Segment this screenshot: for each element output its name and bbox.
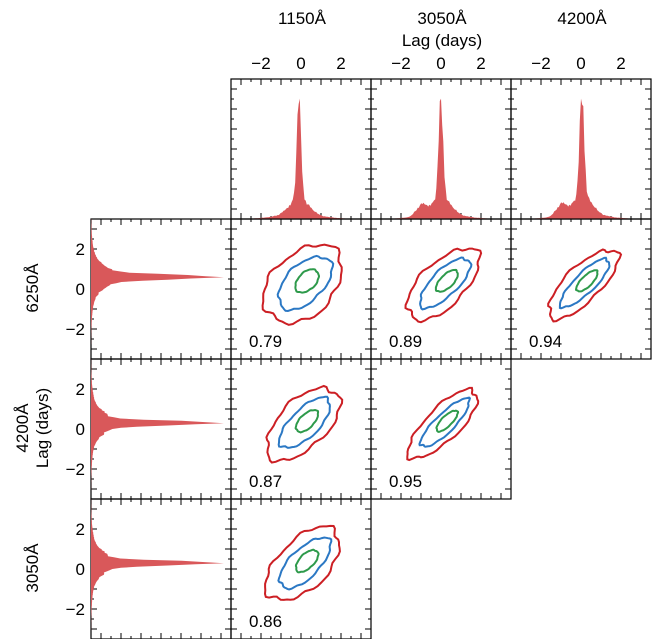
correlation-label: 0.87 xyxy=(249,472,282,491)
contour-outer xyxy=(263,524,341,601)
y-tick-label: 0 xyxy=(76,560,85,579)
correlation-label: 0.94 xyxy=(529,332,562,351)
contour-frame-2-0-ticks xyxy=(231,499,371,639)
contour-outer xyxy=(547,248,623,323)
x-tick-label: −2 xyxy=(251,54,270,73)
contour-frame-1-1-ticks xyxy=(371,359,511,499)
x-tick-label: 0 xyxy=(436,54,445,73)
y-tick-label: 0 xyxy=(76,420,85,439)
top-histogram-0 xyxy=(231,98,371,219)
contour-inner xyxy=(435,409,460,433)
side-histogram-1 xyxy=(91,359,224,499)
contour-inner xyxy=(434,268,459,293)
x-tick-label: −2 xyxy=(531,54,550,73)
y-tick-label: 2 xyxy=(76,380,85,399)
contour-middle xyxy=(418,396,472,448)
x-tick-label: 2 xyxy=(476,54,485,73)
contour-inner xyxy=(294,268,321,294)
x-axis-label: Lag (days) xyxy=(402,31,482,50)
top-histogram-2 xyxy=(511,98,651,219)
contour-inner xyxy=(574,269,599,293)
x-tick-label: 0 xyxy=(576,54,585,73)
contour-middle xyxy=(277,395,331,449)
correlation-label: 0.89 xyxy=(389,332,422,351)
y-tick-label: −2 xyxy=(66,600,85,619)
y-tick-label: 2 xyxy=(76,240,85,259)
contour-frame-0-1-ticks xyxy=(371,219,511,359)
figure-labels: 1150Å 3050Å 4200Å Lag (days) 6250Å 4200Å… xyxy=(13,9,607,593)
contour-outer xyxy=(261,243,343,326)
contour-outer xyxy=(265,384,344,464)
column-title-3050: 3050Å xyxy=(417,9,467,28)
contour-frame-0-2-ticks xyxy=(511,219,651,359)
correlation-label: 0.86 xyxy=(249,612,282,631)
column-title-4200: 4200Å xyxy=(557,9,607,28)
x-tick-label: 2 xyxy=(616,54,625,73)
y-tick-label: 0 xyxy=(76,280,85,299)
x-tick-label: −2 xyxy=(391,54,410,73)
y-tick-label: −2 xyxy=(66,320,85,339)
contour-frame-0-0-ticks xyxy=(231,219,371,359)
contour-inner xyxy=(294,548,320,574)
panel-grid: −2 0 2 −2 0 2 −2 0 2 2 0 −2 2 0 −2 2 0 −2 0.79 0.89 0.94 0.87… xyxy=(66,54,652,639)
row-title-6250: 6250Å xyxy=(23,263,42,313)
row-title-3050: 3050Å xyxy=(23,543,42,593)
contour-outer xyxy=(404,247,483,324)
x-tick-label: 0 xyxy=(296,54,305,73)
x-tick-label: 2 xyxy=(336,54,345,73)
contour-middle xyxy=(419,256,473,311)
y-axis-label: Lag (days) xyxy=(33,388,52,468)
contour-inner xyxy=(294,408,320,434)
y-tick-label: 2 xyxy=(76,520,85,539)
side-hist-frame-0-ticks xyxy=(91,219,231,359)
side-hist-frame-0 xyxy=(90,218,232,360)
correlation-label: 0.95 xyxy=(389,472,422,491)
column-title-1150: 1150Å xyxy=(278,9,327,28)
top-histogram-1 xyxy=(371,98,511,219)
contour-outer xyxy=(406,386,480,462)
row-title-4200: 4200Å xyxy=(13,403,32,453)
side-histogram-2 xyxy=(91,499,224,639)
contour-middle xyxy=(277,536,333,591)
contour-middle xyxy=(558,256,611,310)
y-tick-label: −2 xyxy=(66,460,85,479)
side-histogram-0 xyxy=(91,219,224,359)
correlation-label: 0.79 xyxy=(249,332,282,351)
contour-middle xyxy=(276,254,335,313)
